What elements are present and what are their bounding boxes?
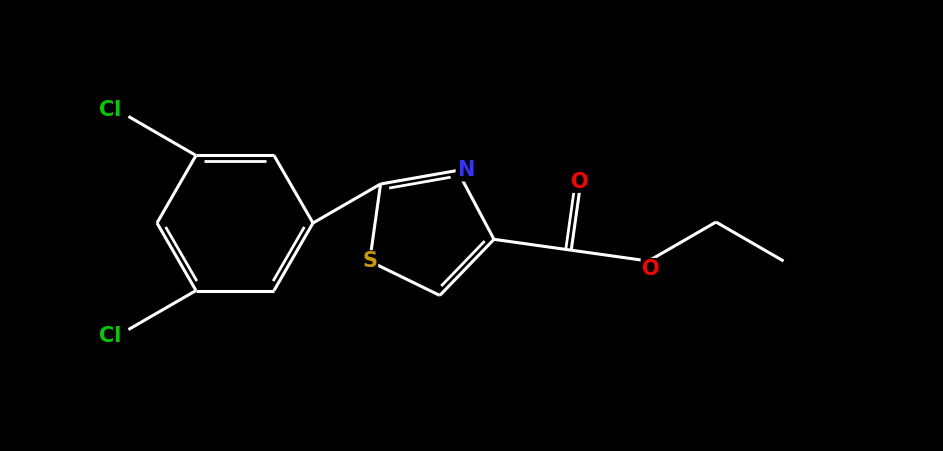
Text: O: O (571, 172, 589, 192)
Text: Cl: Cl (99, 101, 122, 120)
Text: N: N (456, 161, 474, 180)
Text: O: O (641, 259, 659, 279)
Text: S: S (362, 251, 377, 271)
Text: Cl: Cl (99, 326, 122, 345)
